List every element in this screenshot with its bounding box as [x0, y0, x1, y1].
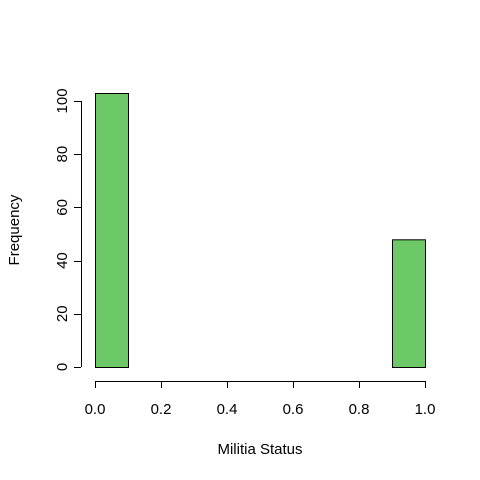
- y-tick-label-5: 100: [54, 88, 71, 113]
- y-tick-label-3: 60: [54, 199, 71, 216]
- x-axis: 0.0 0.2 0.4 0.6 0.8 1.0: [85, 381, 436, 418]
- x-tick-label-3: 0.6: [283, 401, 304, 418]
- y-tick-label-2: 40: [54, 252, 71, 269]
- y-tick-label-4: 80: [54, 146, 71, 163]
- histogram-bar-9: [392, 239, 426, 369]
- x-axis-label: Militia Status: [217, 441, 302, 458]
- x-tick-label-0: 0.0: [85, 401, 106, 418]
- x-tick-label-4: 0.8: [349, 401, 370, 418]
- x-tick-label-1: 0.2: [151, 401, 172, 418]
- y-tick-label-0: 0: [54, 363, 71, 371]
- histogram-bar-0: [95, 93, 129, 368]
- y-tick-label-1: 20: [54, 305, 71, 322]
- y-axis-label: Frequency: [6, 194, 23, 265]
- bars-group: [95, 93, 426, 369]
- x-tick-label-2: 0.4: [217, 401, 238, 418]
- x-tick-label-5: 1.0: [415, 401, 436, 418]
- y-axis: 0 20 40 60 80 100: [54, 88, 82, 371]
